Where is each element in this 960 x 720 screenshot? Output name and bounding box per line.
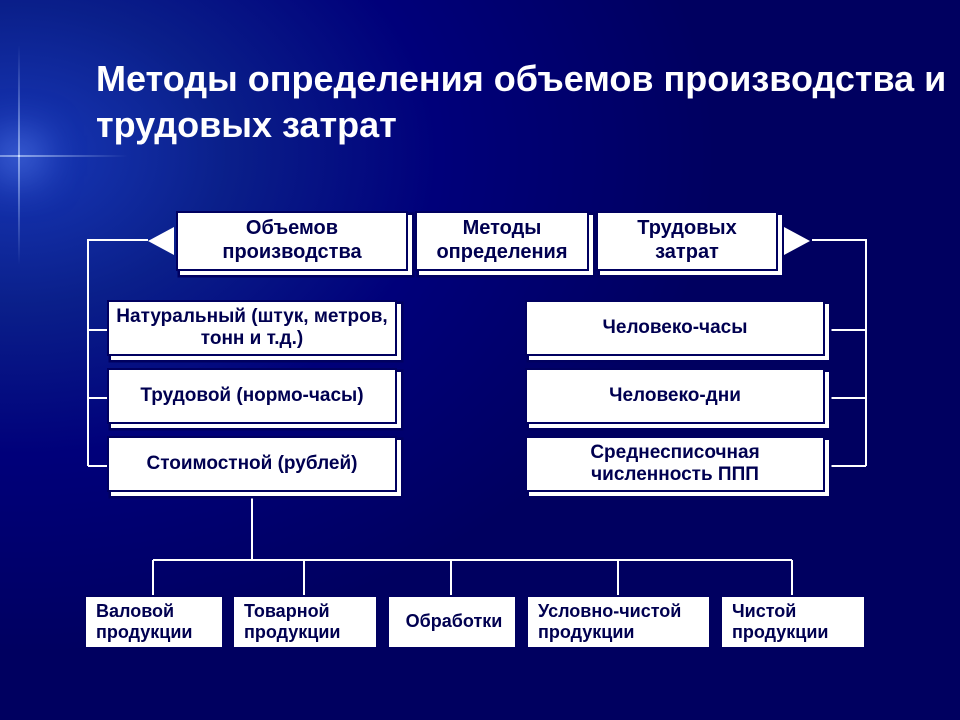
top-box-labor: Трудовых затрат (596, 211, 778, 271)
left-col-item: Натуральный (штук, метров, тонн и т.д.) (107, 300, 397, 356)
top-box-volumes: Объемов производства (176, 211, 408, 271)
arrow-left-icon (148, 227, 174, 255)
bottom-item: Чистой продукции (720, 595, 866, 649)
right-col-item: Человеко-дни (525, 368, 825, 424)
bottom-item: Условно-чистой продукции (526, 595, 711, 649)
right-col-item: Среднесписочная численность ППП (525, 436, 825, 492)
bottom-item: Товарной продукции (232, 595, 378, 649)
slide-title: Методы определения объемов производства … (96, 56, 960, 148)
bottom-item: Валовой продукции (84, 595, 224, 649)
right-col-item: Человеко-часы (525, 300, 825, 356)
lens-flare-decor (18, 155, 20, 157)
bottom-item: Обработки (387, 595, 517, 649)
top-box-methods: Методы определения (415, 211, 589, 271)
left-col-item: Стоимостной (рублей) (107, 436, 397, 492)
left-col-item: Трудовой (нормо-часы) (107, 368, 397, 424)
arrow-right-icon (784, 227, 810, 255)
